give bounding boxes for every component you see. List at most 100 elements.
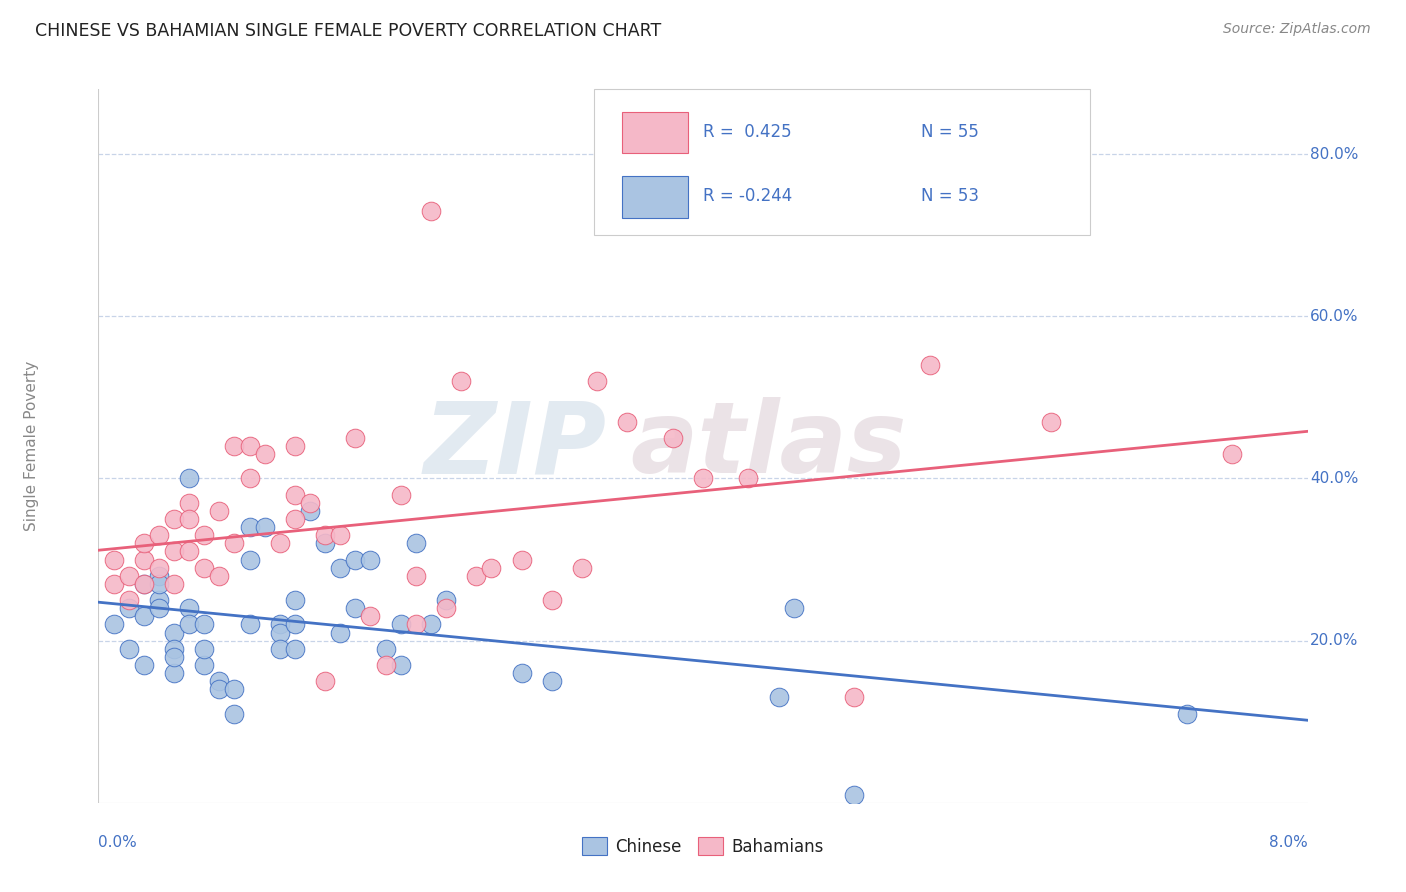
- Point: [163, 512, 186, 526]
- Point: [299, 496, 322, 510]
- Point: [224, 682, 246, 697]
- Point: [284, 617, 307, 632]
- Point: [389, 488, 412, 502]
- Point: [284, 593, 307, 607]
- Point: [284, 488, 307, 502]
- Point: [269, 536, 291, 550]
- Point: [405, 568, 427, 582]
- Point: [374, 641, 396, 656]
- Point: [269, 641, 291, 656]
- Point: [1039, 415, 1062, 429]
- Point: [179, 496, 201, 510]
- Point: [103, 577, 125, 591]
- Point: [208, 674, 231, 689]
- Point: [118, 601, 141, 615]
- Point: [586, 374, 609, 388]
- Text: 80.0%: 80.0%: [1310, 146, 1358, 161]
- Point: [269, 625, 291, 640]
- Point: [208, 682, 231, 697]
- Point: [510, 666, 533, 681]
- Point: [284, 512, 307, 526]
- FancyBboxPatch shape: [595, 89, 1090, 235]
- Text: atlas: atlas: [630, 398, 907, 494]
- Point: [163, 649, 186, 664]
- Text: 40.0%: 40.0%: [1310, 471, 1358, 486]
- Text: 20.0%: 20.0%: [1310, 633, 1358, 648]
- Text: R = -0.244: R = -0.244: [703, 187, 792, 205]
- Point: [616, 415, 638, 429]
- Point: [405, 536, 427, 550]
- Point: [692, 471, 714, 485]
- Point: [179, 617, 201, 632]
- Point: [284, 641, 307, 656]
- Point: [344, 552, 367, 566]
- Point: [465, 568, 488, 582]
- Point: [103, 617, 125, 632]
- Point: [163, 666, 186, 681]
- Point: [389, 617, 412, 632]
- Point: [419, 617, 441, 632]
- Point: [344, 431, 367, 445]
- Point: [284, 439, 307, 453]
- Point: [540, 593, 562, 607]
- Point: [179, 512, 201, 526]
- Point: [239, 617, 262, 632]
- Point: [768, 690, 790, 705]
- Point: [1220, 447, 1243, 461]
- Text: N = 55: N = 55: [921, 123, 979, 141]
- Point: [661, 431, 683, 445]
- Legend: Chinese, Bahamians: Chinese, Bahamians: [575, 830, 831, 863]
- Point: [374, 657, 396, 672]
- Point: [450, 374, 472, 388]
- Point: [118, 641, 141, 656]
- Point: [132, 577, 155, 591]
- Point: [540, 674, 562, 689]
- Point: [269, 617, 291, 632]
- Point: [148, 560, 170, 574]
- Point: [163, 544, 186, 558]
- Point: [148, 577, 170, 591]
- Point: [132, 536, 155, 550]
- Point: [224, 536, 246, 550]
- Point: [359, 609, 381, 624]
- Point: [314, 536, 336, 550]
- Point: [389, 657, 412, 672]
- Point: [118, 568, 141, 582]
- Point: [434, 593, 457, 607]
- Point: [148, 528, 170, 542]
- Point: [479, 560, 503, 574]
- Point: [329, 560, 352, 574]
- Point: [239, 439, 262, 453]
- Text: ZIP: ZIP: [423, 398, 606, 494]
- Point: [359, 552, 381, 566]
- Point: [782, 601, 804, 615]
- Point: [224, 439, 246, 453]
- Point: [844, 788, 866, 802]
- Point: [148, 593, 170, 607]
- Point: [224, 706, 246, 721]
- Point: [344, 601, 367, 615]
- Point: [510, 552, 533, 566]
- Point: [329, 625, 352, 640]
- Point: [132, 577, 155, 591]
- Point: [253, 520, 276, 534]
- Point: [148, 568, 170, 582]
- Point: [1175, 706, 1198, 721]
- Point: [179, 601, 201, 615]
- Point: [434, 601, 457, 615]
- Point: [193, 528, 215, 542]
- Point: [163, 641, 186, 656]
- Point: [132, 609, 155, 624]
- Point: [844, 690, 866, 705]
- FancyBboxPatch shape: [621, 112, 689, 153]
- Point: [193, 617, 215, 632]
- Point: [193, 657, 215, 672]
- Point: [239, 520, 262, 534]
- Text: N = 53: N = 53: [921, 187, 979, 205]
- Text: 60.0%: 60.0%: [1310, 309, 1358, 324]
- Text: Single Female Poverty: Single Female Poverty: [24, 361, 39, 531]
- Text: CHINESE VS BAHAMIAN SINGLE FEMALE POVERTY CORRELATION CHART: CHINESE VS BAHAMIAN SINGLE FEMALE POVERT…: [35, 22, 661, 40]
- Point: [571, 560, 593, 574]
- Point: [419, 203, 441, 218]
- Point: [118, 593, 141, 607]
